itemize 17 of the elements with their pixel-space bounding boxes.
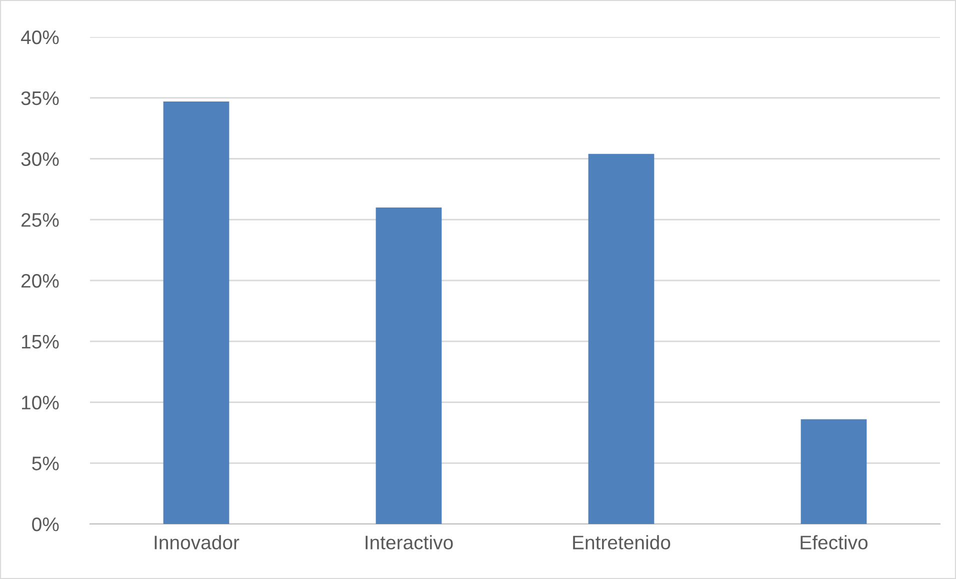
x-tick-label: Entretenido <box>573 535 670 550</box>
bar <box>588 154 654 524</box>
y-tick-label: 0% <box>32 517 59 532</box>
y-tick-label: 15% <box>22 334 59 349</box>
y-tick-label: 10% <box>22 396 59 410</box>
y-tick-label: 25% <box>22 213 59 227</box>
bar <box>163 102 230 524</box>
bar <box>800 419 867 524</box>
y-tick-label: 20% <box>22 274 59 288</box>
y-tick-label: 40% <box>20 30 59 44</box>
x-tick-label: Innovador <box>154 535 240 550</box>
y-tick-label: 35% <box>21 91 59 106</box>
x-tick-label: Interactivo <box>366 535 453 550</box>
y-tick-label: 30% <box>21 152 59 166</box>
x-tick-label: Efectivo <box>800 535 868 550</box>
y-tick-label: 5% <box>32 456 59 470</box>
bar <box>376 207 442 524</box>
